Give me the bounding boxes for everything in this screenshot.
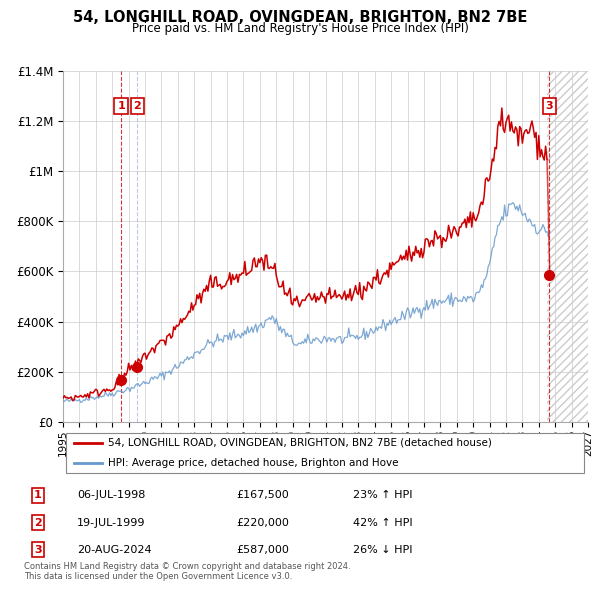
Text: 3: 3: [34, 545, 42, 555]
Text: 42% ↑ HPI: 42% ↑ HPI: [353, 517, 413, 527]
Text: HPI: Average price, detached house, Brighton and Hove: HPI: Average price, detached house, Brig…: [107, 458, 398, 467]
Text: Contains HM Land Registry data © Crown copyright and database right 2024.
This d: Contains HM Land Registry data © Crown c…: [24, 562, 350, 581]
Text: 23% ↑ HPI: 23% ↑ HPI: [353, 490, 413, 500]
Text: £587,000: £587,000: [236, 545, 289, 555]
Text: 06-JUL-1998: 06-JUL-1998: [77, 490, 145, 500]
Bar: [547, 71, 588, 422]
Text: 54, LONGHILL ROAD, OVINGDEAN, BRIGHTON, BN2 7BE (detached house): 54, LONGHILL ROAD, OVINGDEAN, BRIGHTON, …: [107, 438, 491, 448]
Text: 54, LONGHILL ROAD, OVINGDEAN, BRIGHTON, BN2 7BE: 54, LONGHILL ROAD, OVINGDEAN, BRIGHTON, …: [73, 10, 527, 25]
Text: £220,000: £220,000: [236, 517, 289, 527]
Text: 26% ↓ HPI: 26% ↓ HPI: [353, 545, 413, 555]
Text: 1: 1: [117, 101, 125, 111]
Text: 2: 2: [134, 101, 142, 111]
Text: Price paid vs. HM Land Registry's House Price Index (HPI): Price paid vs. HM Land Registry's House …: [131, 22, 469, 35]
FancyBboxPatch shape: [65, 433, 584, 473]
Text: 1: 1: [34, 490, 42, 500]
Text: 19-JUL-1999: 19-JUL-1999: [77, 517, 146, 527]
Text: 2: 2: [34, 517, 42, 527]
Text: £167,500: £167,500: [236, 490, 289, 500]
Text: 3: 3: [545, 101, 553, 111]
Text: 20-AUG-2024: 20-AUG-2024: [77, 545, 152, 555]
